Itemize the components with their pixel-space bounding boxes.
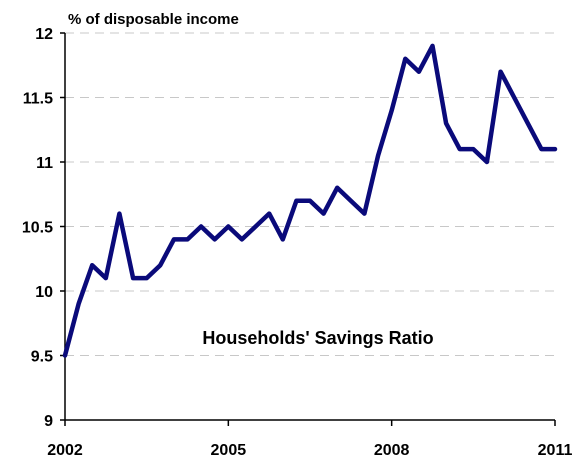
tick-labels: 9 9.5 10 10.5 11 11.5 12 2002 2005 2008 2011 <box>22 26 573 459</box>
x-tick-label: 2011 <box>538 442 573 459</box>
x-tick-label: 2005 <box>211 442 247 459</box>
y-tick-label: 10 <box>35 284 53 301</box>
y-tick-label: 11 <box>36 155 53 172</box>
chart-annotation: Households' Savings Ratio <box>202 328 433 348</box>
series-layer <box>62 43 558 358</box>
gridlines <box>65 32 555 356</box>
x-tick-label: 2002 <box>47 442 83 459</box>
axes <box>60 32 556 426</box>
y-tick-label: 11.5 <box>23 91 53 108</box>
y-tick-label: 9 <box>44 413 53 430</box>
savings-ratio-line <box>62 43 558 358</box>
y-tick-label: 10.5 <box>22 220 53 237</box>
y-axis-label: % of disposable income <box>68 11 239 28</box>
y-tick-label: 9.5 <box>31 349 53 366</box>
x-tick-label: 2008 <box>374 442 410 459</box>
y-tick-label: 12 <box>35 26 53 43</box>
